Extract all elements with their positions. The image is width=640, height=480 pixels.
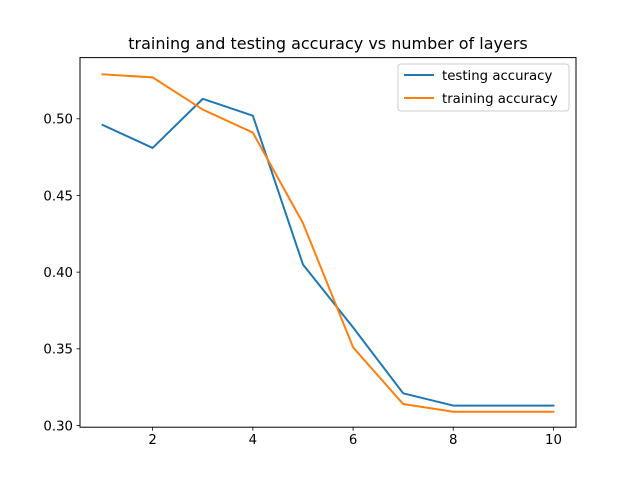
x-tick-label: 6 xyxy=(349,433,357,448)
series-layer xyxy=(101,73,555,413)
series-line-testing xyxy=(101,97,555,407)
x-tick-label: 8 xyxy=(449,433,457,448)
legend-label-training: training accuracy xyxy=(442,92,558,107)
y-tick-label: 0.50 xyxy=(43,113,73,128)
plot-frame xyxy=(79,57,577,428)
x-tick-label: 10 xyxy=(545,433,562,448)
legend: testing accuracy training accuracy xyxy=(397,63,570,112)
y-tick-label: 0.45 xyxy=(43,189,73,204)
chart-title: training and testing accuracy vs number … xyxy=(128,34,528,53)
series-line-training xyxy=(101,73,555,413)
y-axis: 0.30 0.35 0.40 0.45 0.50 xyxy=(43,113,80,434)
y-tick-label: 0.30 xyxy=(43,419,73,434)
y-tick-label: 0.40 xyxy=(43,266,73,281)
y-tick-label: 0.35 xyxy=(43,343,73,358)
x-axis: 2 4 6 8 10 xyxy=(148,427,562,448)
x-tick-label: 2 xyxy=(148,433,156,448)
x-tick-label: 4 xyxy=(249,433,257,448)
legend-label-testing: testing accuracy xyxy=(442,69,552,84)
legend-box xyxy=(397,63,570,112)
